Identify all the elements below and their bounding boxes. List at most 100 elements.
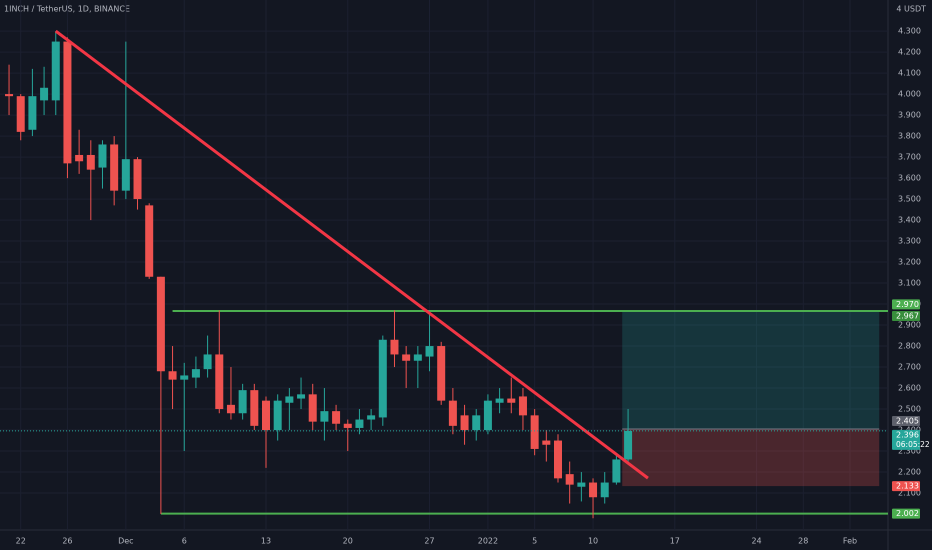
x-tick-label: 13	[261, 537, 271, 546]
candle-body	[297, 394, 306, 399]
candle-body	[448, 400, 457, 426]
candle-body	[367, 415, 376, 420]
x-tick-label: Dec	[118, 537, 133, 546]
y-tick-label: 3.600	[898, 174, 921, 183]
candle-body	[483, 400, 492, 431]
price-label-box	[892, 299, 920, 310]
candle-body	[215, 354, 224, 410]
x-tick-label: 24	[751, 537, 761, 546]
x-tick-label: 28	[798, 537, 808, 546]
price-label-box	[892, 310, 920, 321]
candle-body	[180, 375, 189, 380]
candle-body	[28, 96, 37, 130]
y-tick-label: 3.300	[898, 237, 921, 246]
candle-body	[63, 41, 72, 164]
candle-body	[250, 390, 259, 426]
candle-body	[168, 371, 177, 380]
y-tick-label: 3.900	[898, 111, 921, 120]
y-tick-label: 3.700	[898, 153, 921, 162]
candle-body	[203, 354, 212, 370]
candle-body	[542, 440, 551, 445]
candle-body	[16, 96, 25, 132]
candle-body	[413, 354, 422, 361]
candle-body	[343, 423, 352, 428]
candle-body	[437, 346, 446, 401]
x-tick-label: 2022	[478, 537, 498, 546]
candle-body	[86, 154, 95, 170]
price-label-box	[892, 429, 920, 450]
candle-body	[121, 159, 130, 191]
x-tick-label: 10	[588, 537, 598, 546]
candle-body	[308, 394, 317, 422]
y-tick-label: 2.500	[898, 405, 921, 414]
candle-body	[51, 41, 60, 101]
y-tick-label: 3.400	[898, 216, 921, 225]
y-tick-label: 3.100	[898, 279, 921, 288]
target-zone	[622, 310, 880, 429]
candle-body	[320, 411, 329, 422]
price-label: 2.396	[896, 430, 919, 439]
currency-label: 4 USDT	[896, 5, 926, 14]
candle-body	[262, 400, 270, 431]
price-label: 2.133	[896, 482, 919, 491]
x-tick-label: 6	[182, 537, 187, 546]
price-label: 2.970	[896, 300, 919, 309]
y-tick-label: 4.200	[898, 48, 921, 57]
candle-body	[577, 482, 586, 487]
price-label-box	[892, 481, 920, 492]
candle-body	[156, 276, 165, 372]
candle-body	[600, 482, 609, 498]
candle-body	[40, 87, 49, 101]
candle-body	[518, 396, 527, 416]
candle-body	[238, 390, 247, 414]
candle-body	[145, 205, 154, 277]
y-tick-label: 2.600	[898, 384, 921, 393]
candle-body	[425, 346, 434, 357]
candle-body	[378, 339, 387, 418]
candle-body	[133, 159, 142, 200]
candle-body	[285, 396, 294, 403]
candle-body	[460, 415, 469, 431]
y-tick-label: 2.100	[898, 489, 921, 498]
y-tick-label: 2.200	[898, 468, 921, 477]
x-tick-label: 26	[62, 537, 72, 546]
countdown-label: 06:05:22	[896, 440, 930, 449]
price-label-box	[892, 508, 920, 519]
candle-body	[390, 339, 399, 355]
y-tick-label: 3.800	[898, 132, 921, 141]
candle-body	[589, 482, 598, 498]
y-tick-label: 3.200	[898, 258, 921, 267]
trendline	[54, 29, 649, 480]
candle-body	[75, 154, 84, 162]
price-label-box	[892, 415, 920, 426]
y-tick-label: 3.500	[898, 195, 921, 204]
candle-body	[332, 411, 341, 424]
y-tick-label: 2.300	[898, 447, 921, 456]
candle-body	[110, 144, 119, 191]
candle-body	[565, 474, 574, 485]
price-label: 2.967	[896, 311, 919, 320]
candle-body	[191, 369, 200, 378]
candle-body	[5, 94, 14, 97]
y-tick-label: 4.300	[898, 27, 921, 36]
candle-body	[507, 398, 516, 403]
candle-body	[530, 415, 539, 449]
x-tick-label: 27	[424, 537, 434, 546]
candle-body	[273, 400, 282, 431]
x-tick-label: Feb	[843, 537, 857, 546]
candle-body	[355, 419, 364, 428]
y-tick-label: 2.700	[898, 363, 921, 372]
x-tick-label: 17	[670, 537, 680, 546]
candle-body	[472, 415, 481, 431]
candle-body	[98, 144, 107, 168]
candle-body	[226, 404, 235, 414]
candle-body	[495, 398, 504, 403]
price-label: 2.405	[896, 416, 919, 425]
x-tick-label: 20	[343, 537, 353, 546]
x-tick-label: 5	[532, 537, 537, 546]
candle-body	[624, 430, 633, 460]
y-tick-label: 4.100	[898, 69, 921, 78]
candle-body	[612, 459, 621, 483]
